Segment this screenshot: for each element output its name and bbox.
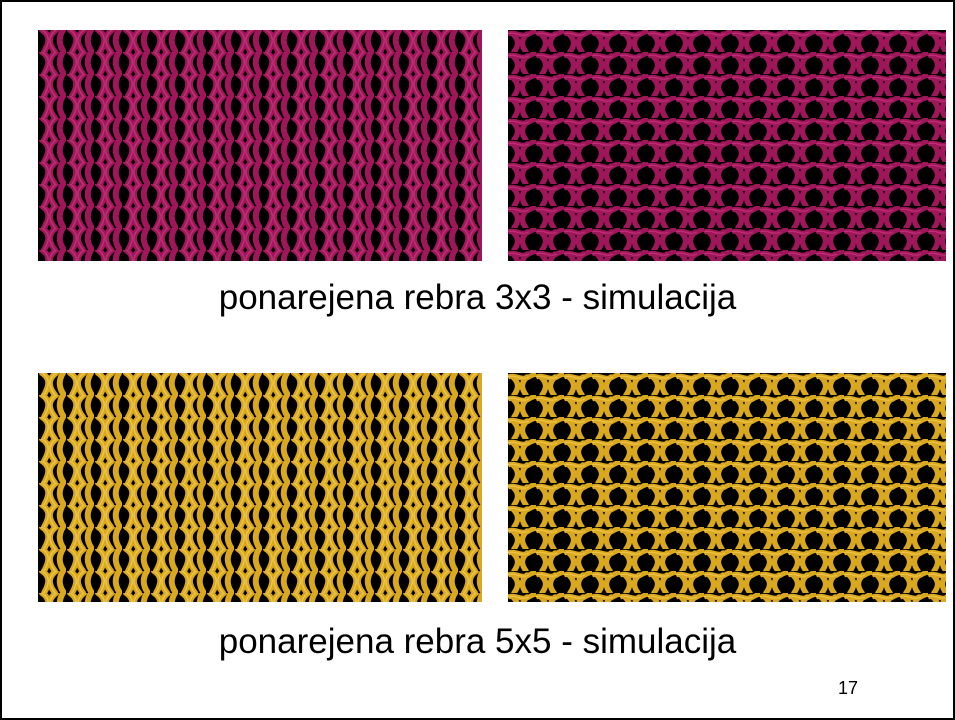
knit-sample-magenta-left — [38, 30, 482, 261]
page-number: 17 — [838, 678, 859, 698]
knit-sample-gold-left — [38, 373, 482, 602]
knit-sample-gold-right — [508, 373, 946, 602]
caption-bottom: ponarejena rebra 5x5 - simulacija — [218, 622, 737, 661]
knit-sample-magenta-right — [508, 30, 946, 261]
caption-top: ponarejena rebra 3x3 - simulacija — [218, 278, 737, 317]
